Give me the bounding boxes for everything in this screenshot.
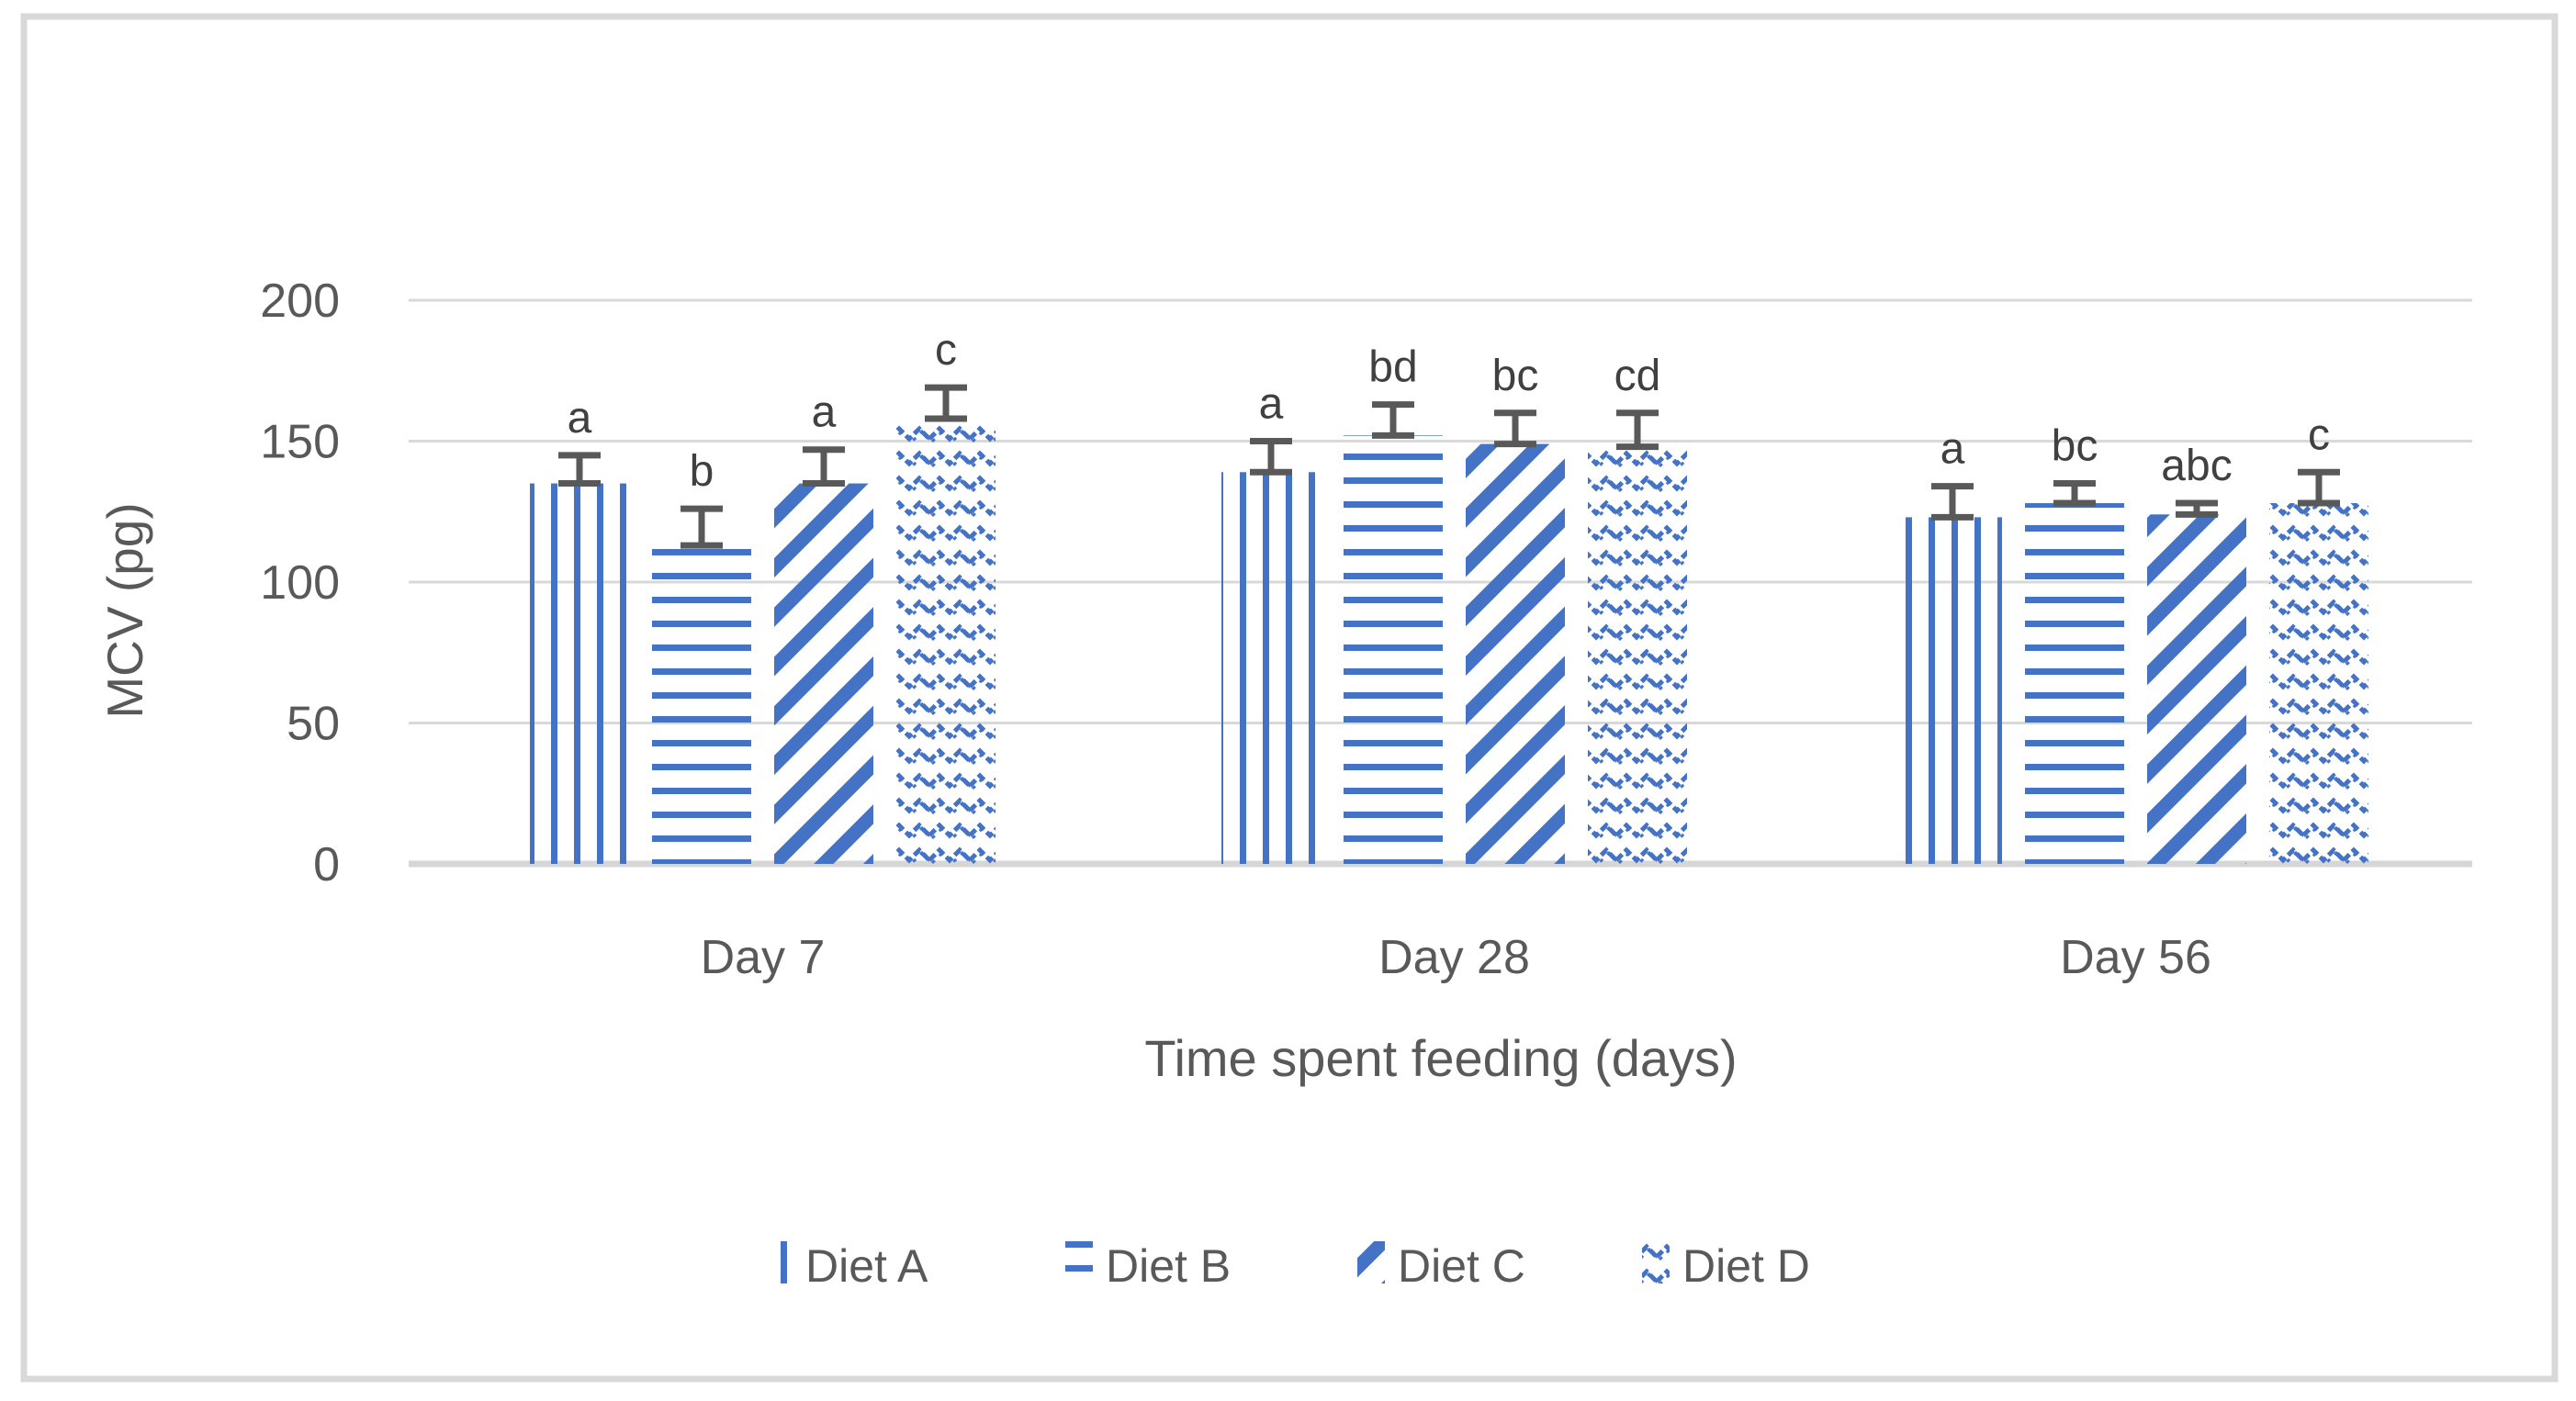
significance-letter-diet-d-day-28: cd bbox=[1614, 352, 1661, 400]
figure-border bbox=[20, 13, 2559, 1383]
x-axis-title: Time spent feeding (days) bbox=[1144, 1029, 1737, 1087]
legend-swatch-diet-c bbox=[1357, 1241, 1385, 1283]
bar-diet-b-day-7 bbox=[652, 545, 751, 864]
significance-letter-diet-b-day-28: bd bbox=[1368, 343, 1417, 392]
bar-diet-a-day-56 bbox=[1903, 517, 2002, 864]
significance-letter-diet-d-day-7: c bbox=[935, 326, 957, 375]
x-tick-label-day-28: Day 28 bbox=[1378, 931, 1530, 984]
bar-diet-b-day-28 bbox=[1344, 435, 1443, 864]
y-tick-label-50: 50 bbox=[287, 698, 340, 751]
significance-letter-diet-c-day-56: abc bbox=[2161, 442, 2232, 490]
legend-label-diet-a: Diet A bbox=[805, 1240, 928, 1292]
bar-diet-d-day-28 bbox=[1588, 446, 1687, 864]
x-tick-label-day-7: Day 7 bbox=[701, 931, 826, 984]
y-tick-label-100: 100 bbox=[260, 556, 340, 610]
bar-diet-c-day-7 bbox=[774, 483, 873, 864]
legend-label-diet-d: Diet D bbox=[1682, 1240, 1810, 1292]
legend-label-diet-c: Diet C bbox=[1398, 1240, 1525, 1292]
bar-diet-d-day-7 bbox=[896, 418, 996, 864]
legend-swatch-diet-a bbox=[765, 1241, 793, 1283]
y-axis-title: MCV (pg) bbox=[96, 502, 153, 718]
bar-diet-a-day-7 bbox=[530, 483, 629, 864]
significance-letter-diet-b-day-7: b bbox=[690, 447, 714, 496]
significance-letter-diet-b-day-56: bc bbox=[2052, 422, 2098, 471]
legend-swatch-diet-b bbox=[1065, 1241, 1093, 1283]
legend-label-diet-b: Diet B bbox=[1106, 1240, 1231, 1292]
bar-diet-a-day-28 bbox=[1221, 472, 1321, 864]
bar-diet-c-day-56 bbox=[2147, 514, 2246, 864]
y-tick-label-150: 150 bbox=[260, 416, 340, 469]
bar-diet-c-day-28 bbox=[1466, 443, 1565, 864]
bar-diet-b-day-56 bbox=[2025, 503, 2124, 864]
y-tick-label-0: 0 bbox=[313, 838, 340, 891]
significance-letter-diet-a-day-28: a bbox=[1259, 380, 1284, 429]
significance-letter-diet-a-day-7: a bbox=[568, 394, 592, 443]
significance-letter-diet-a-day-56: a bbox=[1940, 425, 1965, 474]
bar-diet-d-day-56 bbox=[2269, 503, 2368, 864]
y-tick-label-200: 200 bbox=[260, 275, 340, 328]
significance-letter-diet-c-day-7: a bbox=[812, 388, 837, 437]
significance-letter-diet-c-day-28: bc bbox=[1492, 352, 1539, 400]
significance-letter-diet-d-day-56: c bbox=[2308, 410, 2330, 459]
legend-swatch-diet-d bbox=[1642, 1241, 1670, 1283]
x-tick-label-day-56: Day 56 bbox=[2060, 931, 2211, 984]
